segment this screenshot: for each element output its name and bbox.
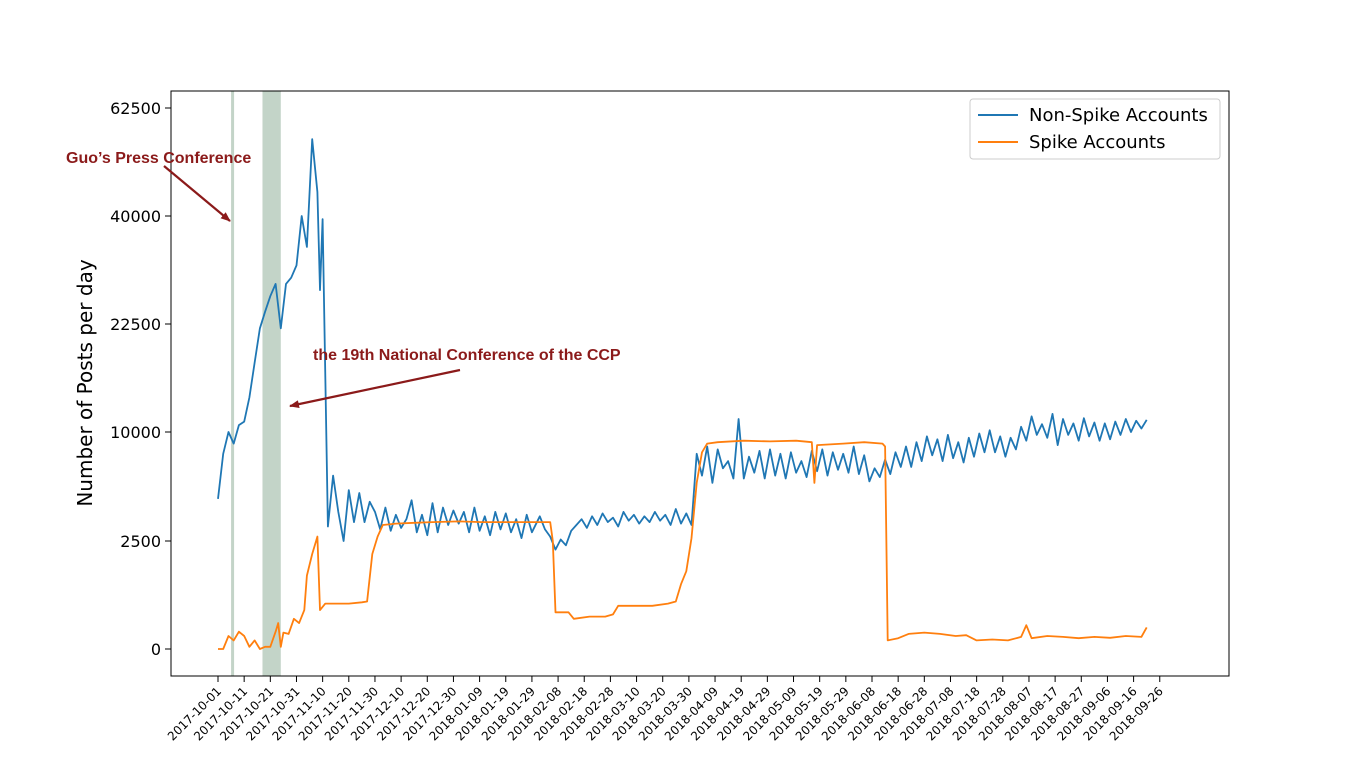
y-tick-label: 22500	[110, 315, 161, 334]
y-tick-label: 0	[151, 640, 161, 659]
ccp-conference-annotation: the 19th National Conference of the CCP	[313, 347, 621, 364]
legend-box	[969, 98, 1221, 160]
series-line-non-spike	[217, 138, 1148, 551]
legend-label-non-spike: Non-Spike Accounts	[1029, 105, 1208, 126]
shaded-region-0	[231, 91, 235, 676]
press-conference-annotation: Guo’s Press Conference	[66, 150, 251, 167]
ccp-conference-arrow	[289, 368, 461, 409]
y-tick-label: 40000	[110, 207, 161, 226]
y-axis-label: Number of Posts per day	[73, 259, 97, 506]
y-tick-label: 2500	[120, 532, 161, 551]
y-tick-label: 10000	[110, 423, 161, 442]
series-line-spike	[218, 439, 1148, 650]
annotations: Guo’s Press Conference the 19th National…	[66, 150, 621, 409]
legend-label-spike: Spike Accounts	[1029, 132, 1166, 153]
press-conference-arrow	[163, 165, 231, 222]
shaded-regions	[231, 91, 281, 676]
series-lines	[217, 138, 1148, 650]
shaded-region-1	[262, 91, 281, 676]
y-axis-ticks: 62500 40000 22500 10000 2500 0	[110, 99, 171, 659]
plot-frame	[170, 90, 1230, 677]
y-tick-label: 62500	[110, 99, 161, 118]
legend: Non-Spike Accounts Spike Accounts	[969, 98, 1221, 160]
